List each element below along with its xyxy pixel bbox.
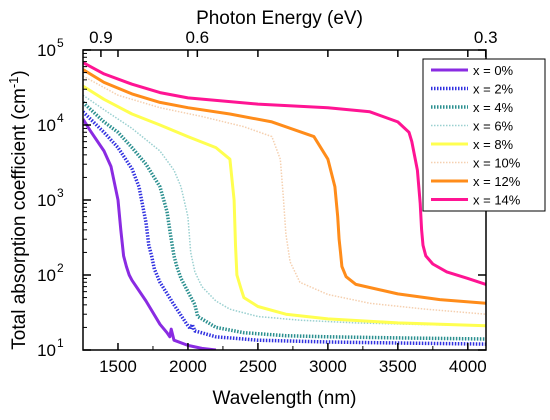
y-tick-label-3: 10 [37,116,56,135]
y-tick-exponent-1: 2 [57,261,64,275]
y-tick-exponent-2: 3 [57,186,64,200]
series-line-5 [83,75,486,315]
ticks-layer [82,49,487,351]
x-tick-label-5: 4000 [449,357,487,376]
y-tick-label-2: 10 [37,191,56,210]
series-line-0 [83,118,217,350]
legend-label-1: x = 2% [473,82,514,97]
series-line-6 [83,68,486,305]
y-tick-label-4: 10 [37,41,56,60]
series-line-3 [83,94,486,327]
top-tick-label-0: 0.9 [89,28,113,47]
legend-box [422,58,546,212]
y-tick-label-1: 10 [37,266,56,285]
legend: x = 0% x = 2% x = 4% x = 6% x = 8% x = 10% x =… [422,58,546,212]
series-line-7 [83,61,486,286]
x-tick-label-2: 2500 [239,357,277,376]
y-axis-title-close: ) [9,70,30,76]
x-tick-label-4: 3500 [379,357,417,376]
series-line-1 [83,110,486,346]
x-tick-label-0: 1500 [99,357,137,376]
legend-label-7: x = 14% [473,193,521,208]
top-tick-label-2: 0.3 [474,28,498,47]
legend-label-4: x = 8% [473,137,514,152]
series-line-4 [83,84,486,328]
x-tick-label-1: 2000 [169,357,207,376]
y-axis-title-superscript: -1 [6,77,21,89]
y-tick-exponent-3: 4 [57,111,64,125]
x-tick-label-3: 3000 [309,357,347,376]
legend-label-0: x = 0% [473,63,514,78]
series-layer [83,61,486,350]
legend-label-3: x = 6% [473,119,514,134]
top-tick-label-1: 0.6 [186,28,210,47]
x-axis-title: Wavelength (nm) [213,388,357,409]
legend-label-6: x = 12% [473,174,521,189]
y-tick-exponent-0: 1 [57,336,64,350]
y-tick-label-0: 10 [37,341,56,360]
legend-label-5: x = 10% [473,156,521,171]
legend-label-2: x = 4% [473,100,514,115]
y-axis-title-main: Total absorption coefficient (cm [9,88,30,350]
y-axis-title: Total absorption coefficient (cm-1) [6,70,30,349]
y-tick-exponent-4: 5 [57,36,64,50]
top-axis-title: Photon Energy (eV) [196,8,363,29]
